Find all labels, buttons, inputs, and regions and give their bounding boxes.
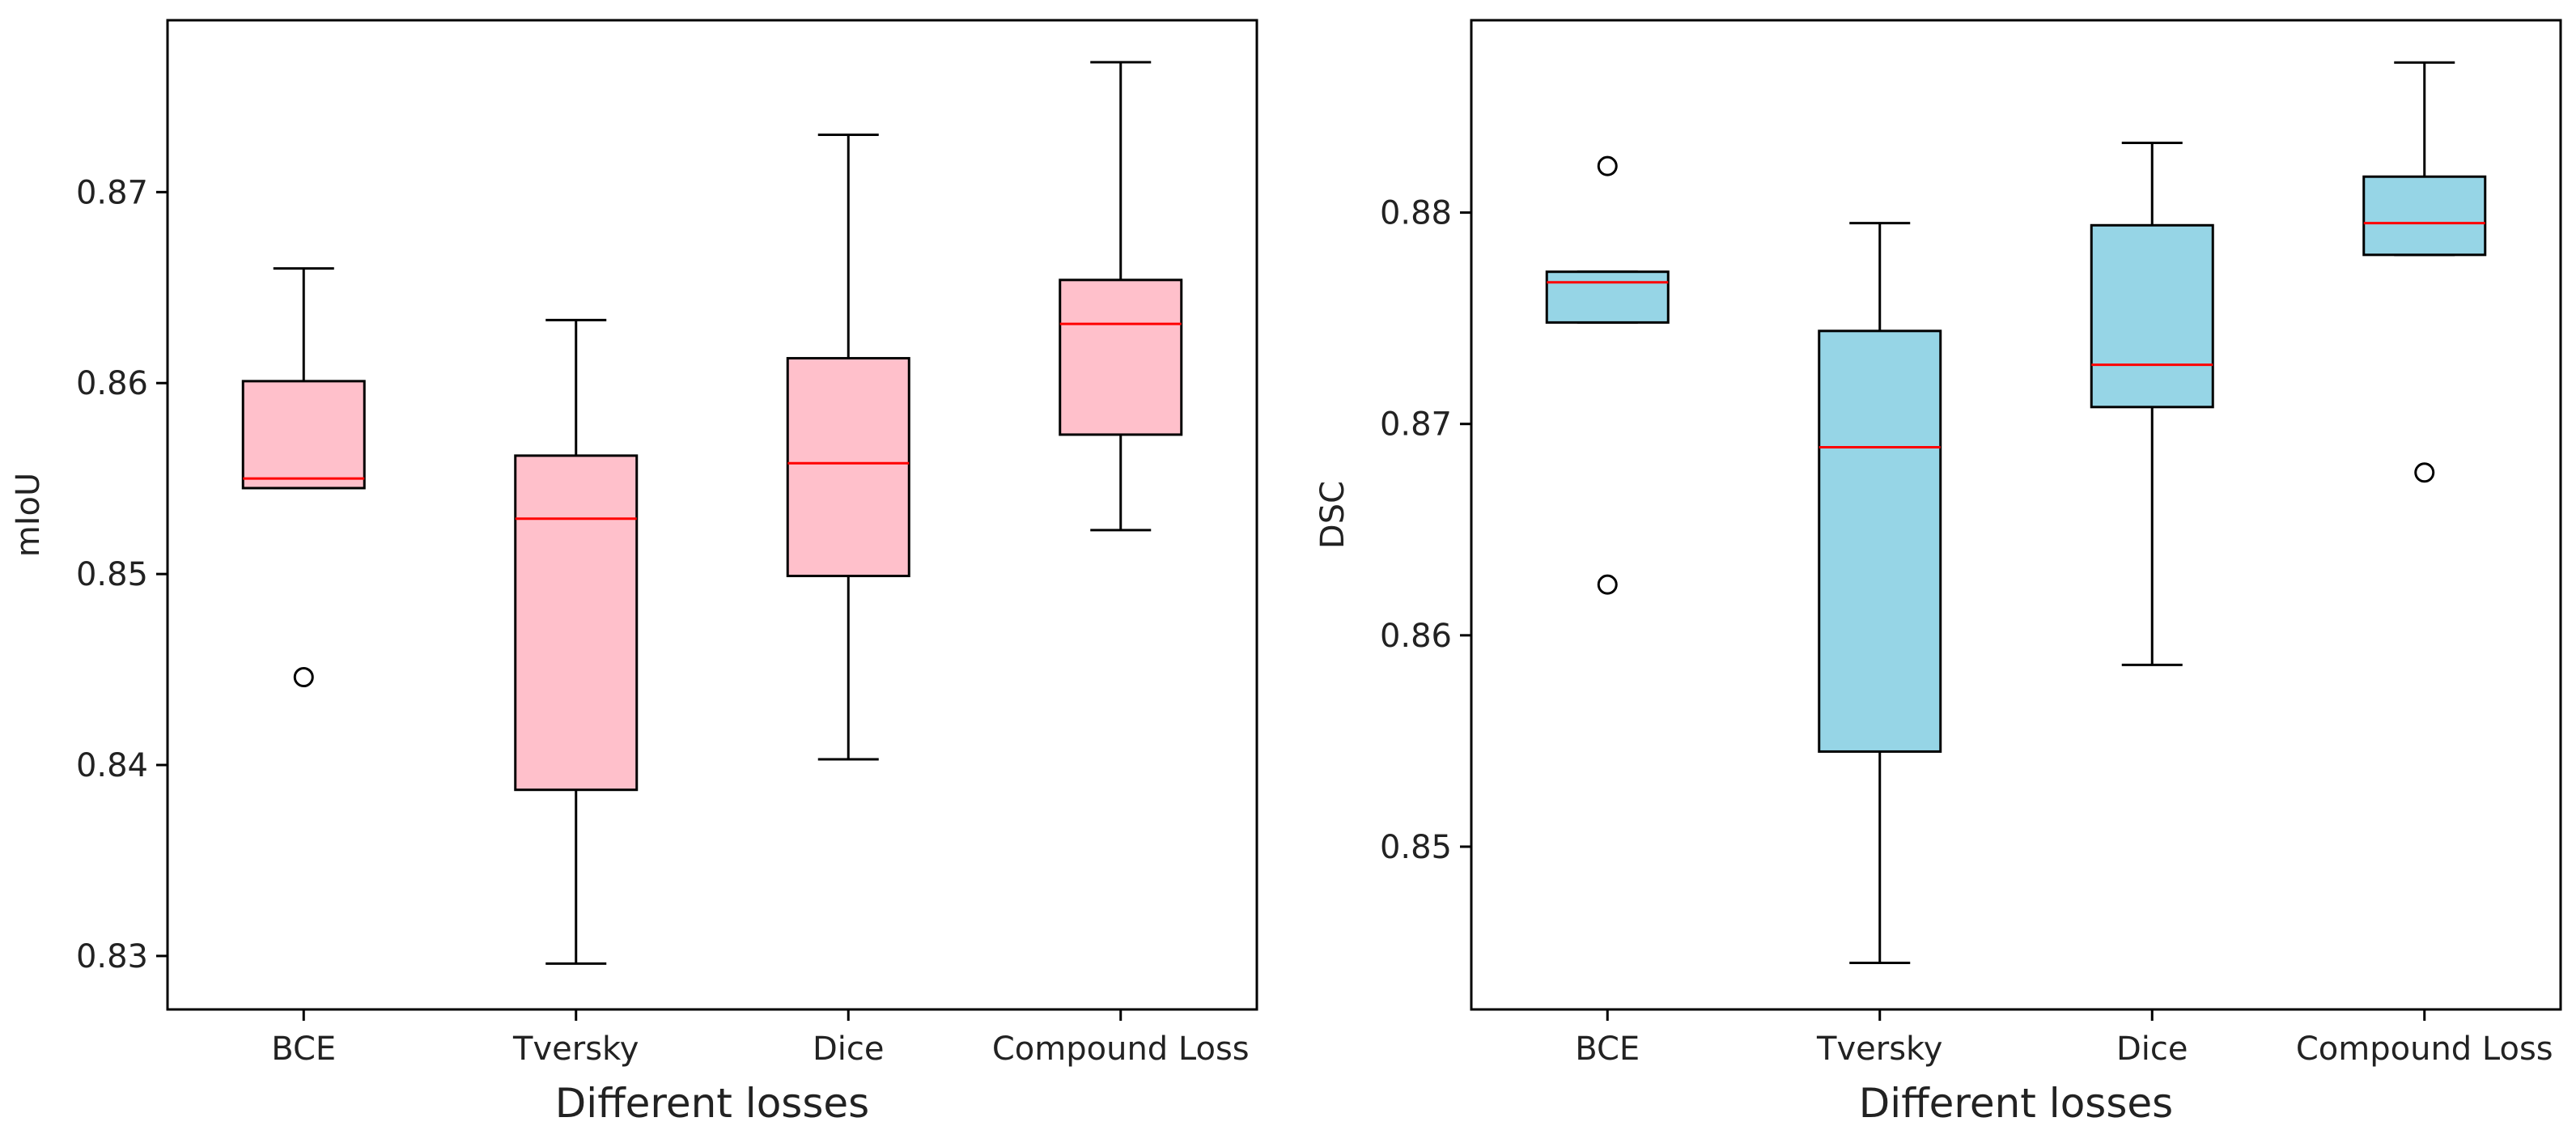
- left-x-tick-label-compound-loss: Compound Loss: [992, 1030, 1250, 1068]
- iqr-box: [1818, 329, 1942, 753]
- right-x-tick-label-compound-loss: Compound Loss: [2296, 1030, 2553, 1068]
- iqr-box: [1059, 278, 1183, 436]
- right-x-tick-label-tversky: Tversky: [1816, 1030, 1942, 1068]
- right-y-ticks: 0.85 0.86 0.87 0.88: [1380, 195, 1471, 866]
- right-y-axis-label: DSC: [1314, 481, 1352, 549]
- left-y-tick-label: 0.83: [76, 938, 148, 975]
- left-y-axis-label: mIoU: [10, 473, 47, 558]
- right-box-compound-loss: [2362, 61, 2487, 483]
- left-y-tick-label: 0.87: [76, 174, 148, 211]
- left-boxes-layer: [241, 61, 1183, 965]
- left-y-tick-label: 0.86: [76, 365, 148, 402]
- iqr-box: [241, 380, 366, 490]
- iqr-box: [786, 357, 910, 577]
- left-boxplot-panel: 0.83 0.84 0.85 0.86 0.87 BCE Tversky Dice Compo…: [10, 19, 1258, 1127]
- outlier-point: [1597, 155, 1618, 176]
- right-plot-frame: [1470, 19, 2562, 1011]
- right-box-dice: [2090, 141, 2214, 666]
- left-x-ticks: BCE Tversky Dice Compound Loss: [271, 1009, 1250, 1068]
- right-x-axis-label: Different losses: [1859, 1080, 2173, 1127]
- left-x-tick-label-bce: BCE: [271, 1030, 336, 1068]
- right-boxplot-panel: 0.85 0.86 0.87 0.88 BCE Tversky Dice Compound …: [1314, 19, 2562, 1127]
- left-y-tick-label: 0.84: [76, 747, 148, 784]
- left-x-axis-label: Different losses: [555, 1080, 869, 1127]
- right-boxes-layer: [1545, 61, 2487, 965]
- left-plot-frame: [166, 19, 1258, 1011]
- outlier-point: [2414, 462, 2435, 483]
- left-x-tick-label-tversky: Tversky: [512, 1030, 639, 1068]
- right-y-tick-label: 0.87: [1380, 406, 1452, 444]
- right-box-tversky: [1818, 222, 1942, 965]
- outlier-point: [293, 667, 314, 688]
- right-y-tick-label: 0.86: [1380, 618, 1452, 655]
- left-box-tversky: [514, 318, 639, 965]
- right-y-tick-label: 0.88: [1380, 195, 1452, 232]
- right-box-bce: [1545, 155, 1670, 595]
- left-box-dice: [786, 134, 910, 761]
- right-y-tick-label: 0.85: [1380, 829, 1452, 866]
- left-y-ticks: 0.83 0.84 0.85 0.86 0.87: [76, 174, 168, 975]
- left-y-tick-label: 0.85: [76, 556, 148, 593]
- right-x-tick-label-bce: BCE: [1575, 1030, 1640, 1068]
- outlier-point: [1597, 574, 1618, 595]
- left-box-compound-loss: [1059, 61, 1183, 532]
- right-x-ticks: BCE Tversky Dice Compound Loss: [1575, 1009, 2553, 1068]
- iqr-box: [2362, 175, 2487, 257]
- left-x-tick-label-dice: Dice: [813, 1030, 885, 1068]
- right-x-tick-label-dice: Dice: [2116, 1030, 2188, 1068]
- iqr-box: [2090, 223, 2214, 409]
- left-box-bce: [241, 267, 366, 688]
- iqr-box: [1545, 270, 1670, 324]
- iqr-box: [514, 454, 639, 792]
